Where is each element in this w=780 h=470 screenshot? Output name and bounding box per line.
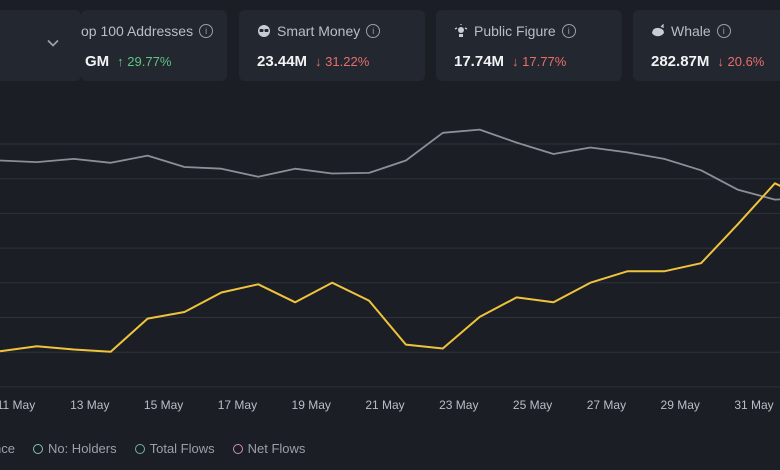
- x-tick-label: 27 May: [587, 398, 626, 412]
- series-line-1[interactable]: [0, 182, 780, 353]
- legend-label: Total Flows: [149, 441, 215, 456]
- info-icon[interactable]: i: [199, 24, 214, 38]
- legend-item[interactable]: nce: [0, 441, 15, 456]
- line-chart[interactable]: 11 May 13 May 15 May 17 May 19 May 21 May 23 M…: [0, 100, 780, 425]
- collapse-button[interactable]: [0, 10, 81, 81]
- metric-card-top-addresses[interactable]: op 100 Addresses i GM ↑ 29.77%: [81, 10, 227, 81]
- x-tick-label: 29 May: [661, 398, 700, 412]
- card-value: 17.74M: [454, 53, 505, 70]
- card-label: Smart Money: [277, 23, 361, 39]
- chart-legend: nce No: Holders Total Flows Net Flows: [0, 441, 323, 456]
- smart-money-icon: [257, 24, 271, 38]
- legend-item[interactable]: No: Holders: [32, 441, 117, 456]
- chevron-down-icon: [47, 39, 59, 47]
- whale-icon: [651, 24, 665, 38]
- card-change: ↓ 17.77%: [512, 54, 567, 69]
- card-label: Public Figure: [474, 23, 556, 39]
- legend-dot: [32, 443, 43, 454]
- metric-card-whale[interactable]: Whale i 282.87M ↓ 20.6%: [633, 10, 780, 81]
- legend-label: No: Holders: [47, 441, 117, 456]
- series-line-0[interactable]: [0, 128, 780, 201]
- legend-label: nce: [0, 441, 15, 456]
- legend-item[interactable]: Total Flows: [134, 441, 215, 456]
- legend-item[interactable]: Net Flows: [232, 441, 306, 456]
- metric-card-public-figure[interactable]: Public Figure i 17.74M ↓ 17.77%: [436, 10, 622, 81]
- x-tick-label: 25 May: [513, 398, 552, 412]
- x-tick-label: 23 May: [439, 398, 478, 412]
- x-tick-label: 31 May: [734, 398, 773, 412]
- card-value: 282.87M: [651, 53, 710, 70]
- card-value: 23.44M: [257, 53, 308, 70]
- x-tick-label: 21 May: [365, 398, 404, 412]
- card-change: ↓ 31.22%: [315, 54, 370, 69]
- x-tick-label: 15 May: [144, 398, 183, 412]
- card-change: ↑ 29.77%: [117, 54, 172, 69]
- x-tick-label: 13 May: [70, 398, 109, 412]
- info-icon[interactable]: i: [366, 24, 381, 38]
- info-icon[interactable]: i: [716, 24, 731, 38]
- card-change: ↓ 20.6%: [717, 54, 765, 69]
- legend-label: Net Flows: [247, 441, 306, 456]
- card-label: op 100 Addresses: [81, 23, 194, 39]
- x-tick-label: 19 May: [292, 398, 331, 412]
- info-icon[interactable]: i: [561, 24, 576, 38]
- public-figure-icon: [454, 24, 468, 38]
- card-value: GM: [85, 53, 110, 70]
- x-tick-label: 11 May: [0, 398, 35, 412]
- legend-dot: [134, 443, 145, 454]
- card-label: Whale: [671, 23, 711, 39]
- metric-card-smart-money[interactable]: Smart Money i 23.44M ↓ 31.22%: [239, 10, 425, 81]
- legend-dot: [232, 443, 243, 454]
- x-tick-label: 17 May: [218, 398, 257, 412]
